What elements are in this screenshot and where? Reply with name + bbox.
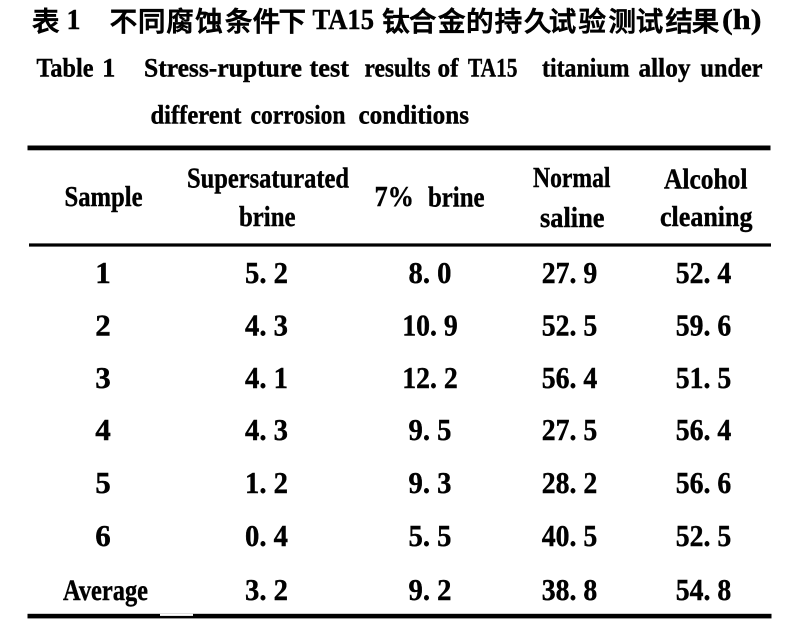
svg-text:3: 3 <box>95 360 111 395</box>
svg-text:1: 1 <box>95 255 111 290</box>
svg-text:56. 4: 56. 4 <box>542 360 598 395</box>
svg-text:56. 6: 56. 6 <box>676 465 732 500</box>
svg-text:brine: brine <box>428 182 485 214</box>
svg-text:test: test <box>310 52 350 82</box>
svg-text:12. 2: 12. 2 <box>402 360 458 395</box>
svg-text:Supersaturated: Supersaturated <box>187 163 349 195</box>
svg-text:6: 6 <box>95 518 111 553</box>
svg-text:corrosion: corrosion <box>251 100 346 130</box>
svg-text:0. 4: 0. 4 <box>245 518 288 553</box>
svg-text:4. 1: 4. 1 <box>245 360 288 395</box>
svg-text:27. 9: 27. 9 <box>542 255 598 290</box>
svg-text:Table: Table <box>37 52 94 82</box>
svg-text:51. 5: 51. 5 <box>676 360 732 395</box>
svg-text:(h): (h) <box>722 5 762 36</box>
svg-text:5. 2: 5. 2 <box>245 255 288 290</box>
svg-text:10. 9: 10. 9 <box>402 308 458 343</box>
svg-text:Alcohol: Alcohol <box>664 164 748 196</box>
svg-text:5: 5 <box>95 465 111 500</box>
svg-text:different: different <box>151 100 242 130</box>
svg-text:7%: 7% <box>375 181 415 213</box>
svg-text:saline: saline <box>540 202 605 234</box>
svg-text:38. 8: 38. 8 <box>542 572 598 607</box>
svg-text:52. 5: 52. 5 <box>542 308 598 343</box>
svg-text:under: under <box>701 52 763 82</box>
svg-text:conditions: conditions <box>359 100 470 130</box>
svg-text:TA15: TA15 <box>313 5 375 36</box>
svg-text:59. 6: 59. 6 <box>676 308 732 343</box>
svg-text:2: 2 <box>95 308 111 343</box>
svg-text:1. 2: 1. 2 <box>245 465 288 500</box>
svg-text:TA15: TA15 <box>468 52 518 82</box>
svg-text:5. 5: 5. 5 <box>409 518 452 553</box>
svg-text:brine: brine <box>239 201 296 233</box>
svg-text:9. 5: 9. 5 <box>409 412 452 447</box>
svg-text:alloy: alloy <box>639 52 691 82</box>
svg-text:4: 4 <box>95 412 111 447</box>
svg-text:results: results <box>365 52 431 82</box>
svg-text:52. 5: 52. 5 <box>676 518 732 553</box>
svg-text:titanium: titanium <box>542 52 630 82</box>
svg-text:Average: Average <box>63 574 148 607</box>
svg-text:Stress-rupture: Stress-rupture <box>144 52 302 82</box>
svg-text:cleaning: cleaning <box>660 201 753 233</box>
svg-text:9. 3: 9. 3 <box>409 465 452 500</box>
svg-text:9. 2: 9. 2 <box>409 572 452 607</box>
svg-text:1: 1 <box>67 5 81 36</box>
svg-text:27. 5: 27. 5 <box>542 412 598 447</box>
svg-text:Sample: Sample <box>65 181 143 213</box>
svg-text:4. 3: 4. 3 <box>245 308 288 343</box>
svg-text:40. 5: 40. 5 <box>542 518 598 553</box>
svg-text:1: 1 <box>102 52 115 82</box>
svg-text:Normal: Normal <box>533 162 611 194</box>
svg-text:56. 4: 56. 4 <box>676 412 732 447</box>
svg-text:of: of <box>438 52 460 82</box>
svg-text:8. 0: 8. 0 <box>409 255 452 290</box>
svg-text:54. 8: 54. 8 <box>676 572 732 607</box>
svg-text:28. 2: 28. 2 <box>542 465 598 500</box>
svg-text:4. 3: 4. 3 <box>245 412 288 447</box>
svg-text:3. 2: 3. 2 <box>245 572 288 607</box>
svg-text:52. 4: 52. 4 <box>676 255 732 290</box>
